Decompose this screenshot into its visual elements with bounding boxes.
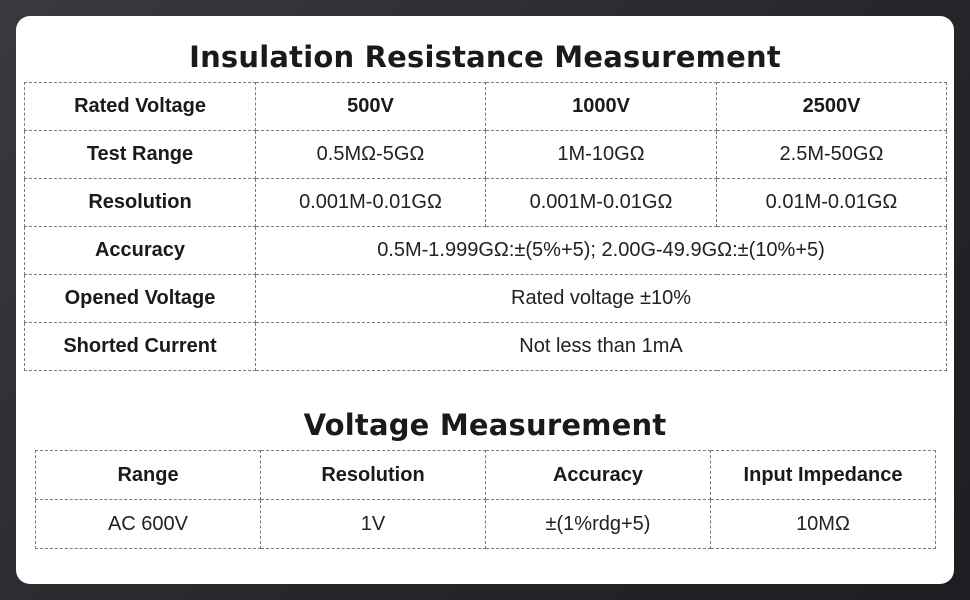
table-row: AC 600V 1V ±(1%rdg+5) 10MΩ [35, 499, 936, 549]
test-range-1000: 1M-10GΩ [485, 130, 717, 179]
insulation-title: Insulation Resistance Measurement [189, 40, 781, 74]
voltage-title: Voltage Measurement [303, 408, 667, 442]
test-range-2500: 2.5M-50GΩ [716, 130, 947, 179]
row-label-accuracy: Accuracy [24, 226, 256, 275]
resolution-1000: 0.001M-0.01GΩ [485, 178, 717, 227]
header-input-impedance: Input Impedance [710, 450, 936, 500]
spec-card: Insulation Resistance Measurement Rated … [16, 16, 954, 584]
row-label-opened-voltage: Opened Voltage [24, 274, 256, 323]
resolution-2500: 0.01M-0.01GΩ [716, 178, 947, 227]
resolution-500: 0.001M-0.01GΩ [255, 178, 486, 227]
shorted-current-value: Not less than 1mA [255, 322, 947, 371]
range-value: AC 600V [35, 499, 261, 549]
table-row: Rated Voltage 500V 1000V 2500V [24, 82, 947, 131]
rated-voltage-1000: 1000V [485, 82, 717, 131]
table-header-row: Range Resolution Accuracy Input Impedanc… [35, 450, 936, 500]
table-row: Test Range 0.5MΩ-5GΩ 1M-10GΩ 2.5M-50GΩ [24, 130, 947, 179]
table-row: Shorted Current Not less than 1mA [24, 322, 947, 371]
row-label-test-range: Test Range [24, 130, 256, 179]
header-resolution: Resolution [260, 450, 486, 500]
accuracy-value: 0.5M-1.999GΩ:±(5%+5); 2.00G-49.9GΩ:±(10%… [255, 226, 947, 275]
test-range-500: 0.5MΩ-5GΩ [255, 130, 486, 179]
rated-voltage-2500: 2500V [716, 82, 947, 131]
rated-voltage-500: 500V [255, 82, 486, 131]
table-row: Accuracy 0.5M-1.999GΩ:±(5%+5); 2.00G-49.… [24, 226, 947, 275]
table-row: Opened Voltage Rated voltage ±10% [24, 274, 947, 323]
header-accuracy: Accuracy [485, 450, 711, 500]
input-impedance-value: 10MΩ [710, 499, 936, 549]
opened-voltage-value: Rated voltage ±10% [255, 274, 947, 323]
row-label-resolution: Resolution [24, 178, 256, 227]
accuracy-value: ±(1%rdg+5) [485, 499, 711, 549]
insulation-table: Rated Voltage 500V 1000V 2500V Test Rang… [24, 82, 947, 371]
header-range: Range [35, 450, 261, 500]
resolution-value: 1V [260, 499, 486, 549]
voltage-table: Range Resolution Accuracy Input Impedanc… [35, 450, 936, 549]
row-label-rated-voltage: Rated Voltage [24, 82, 256, 131]
table-row: Resolution 0.001M-0.01GΩ 0.001M-0.01GΩ 0… [24, 178, 947, 227]
row-label-shorted-current: Shorted Current [24, 322, 256, 371]
